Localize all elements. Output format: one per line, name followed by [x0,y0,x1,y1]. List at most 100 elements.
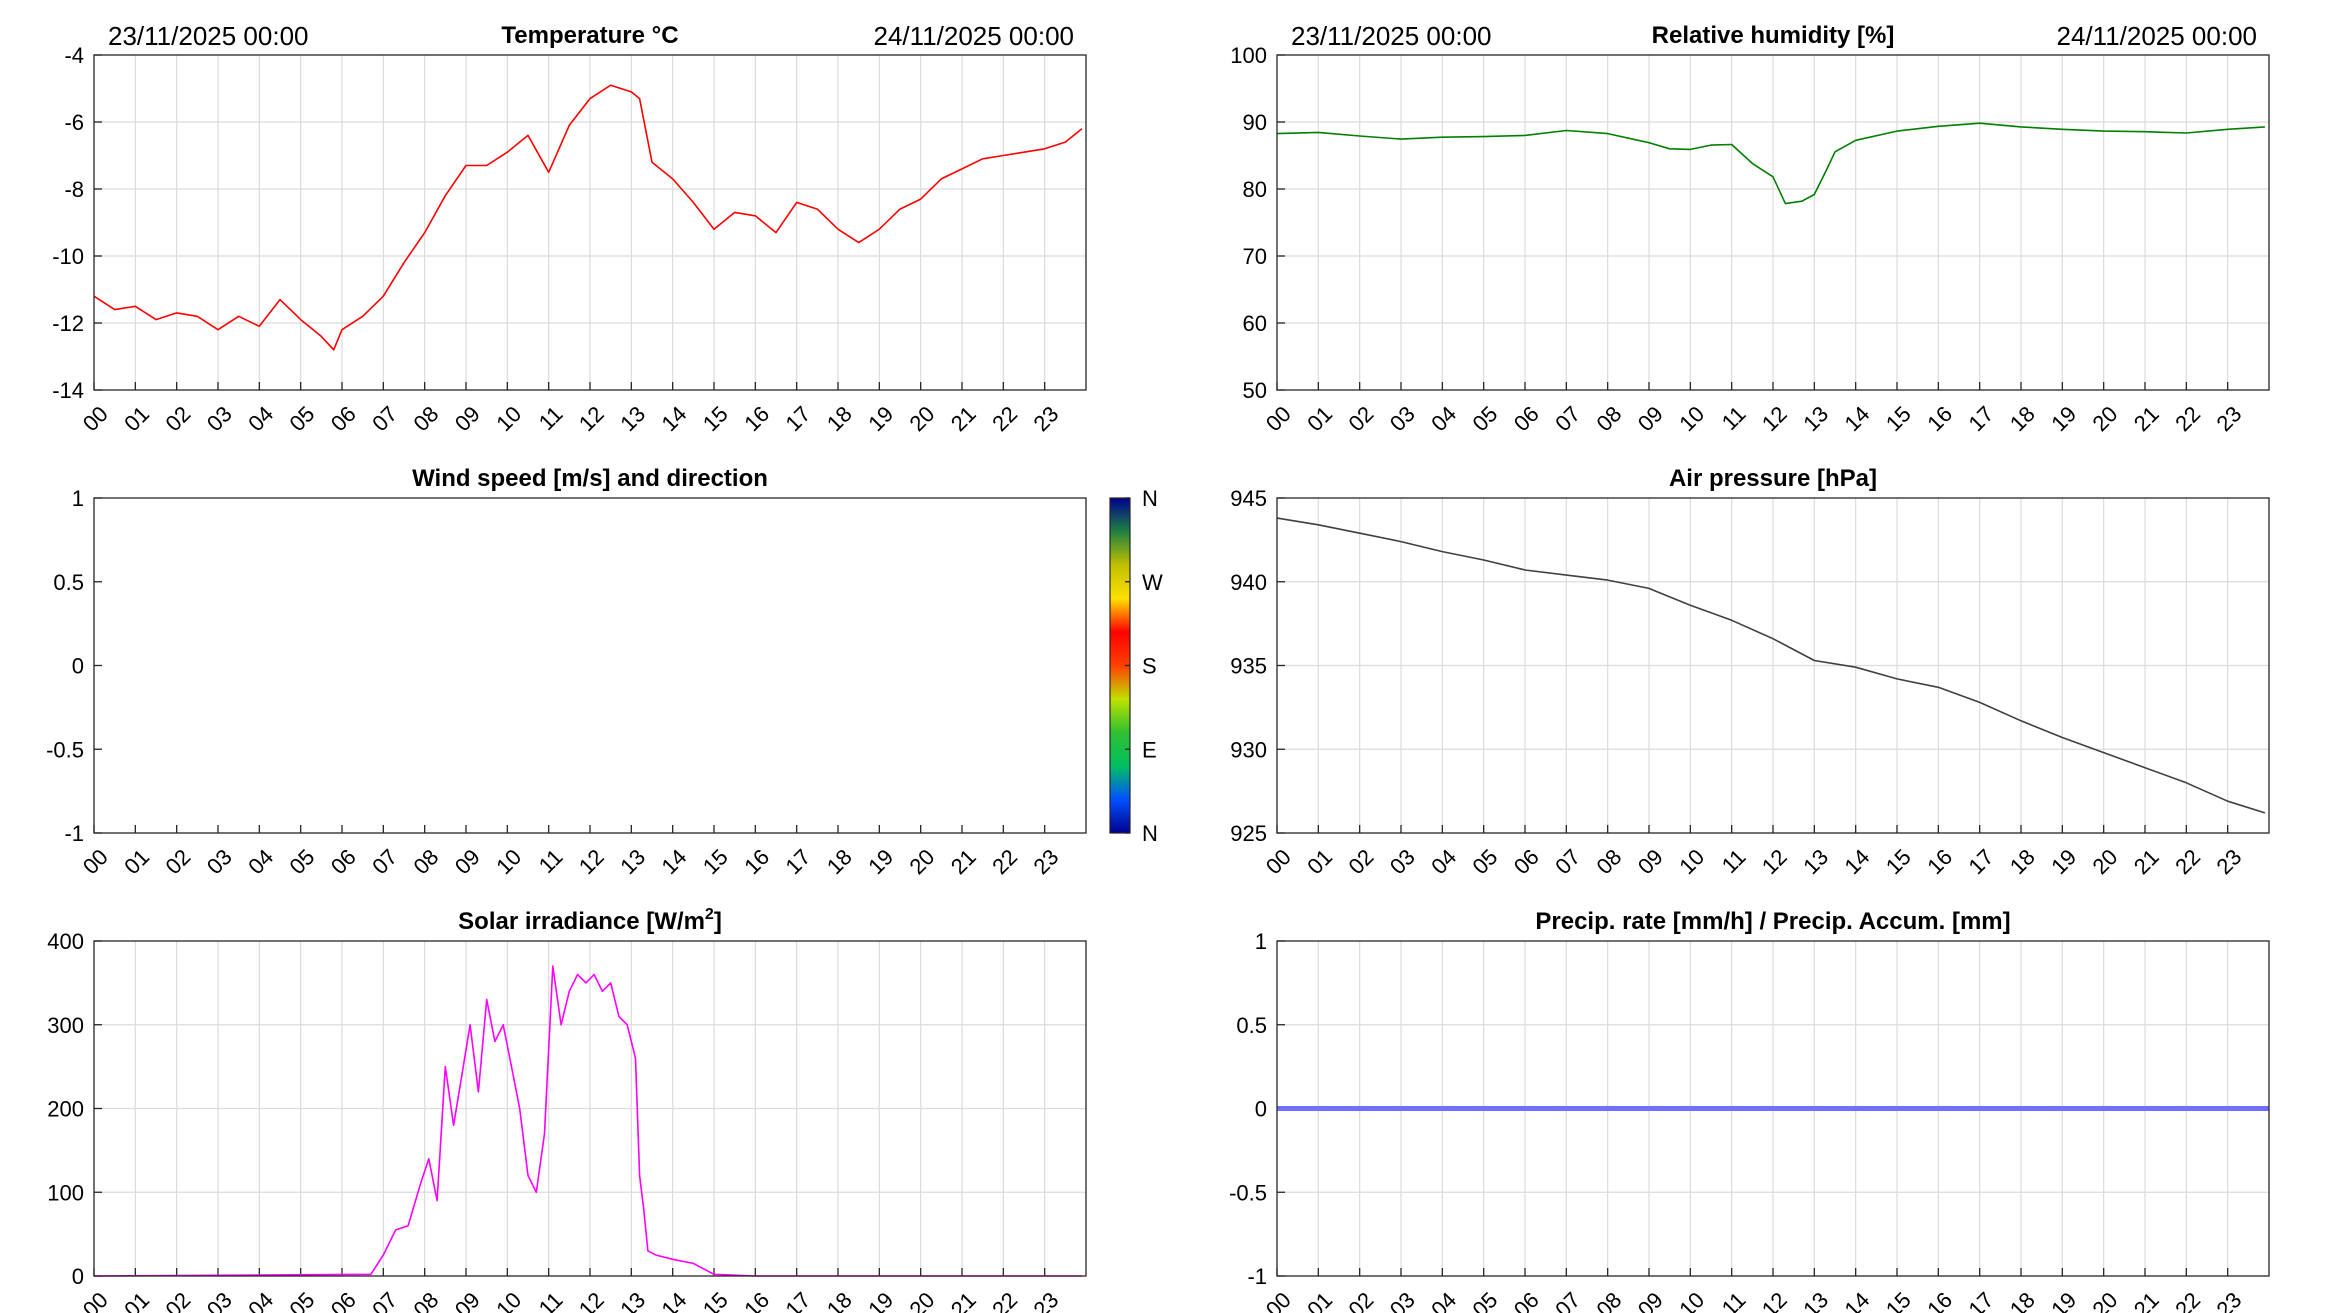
x-tick-label: 20 [905,844,940,879]
x-tick-label: 10 [491,844,526,879]
x-tick-label: 15 [698,1287,733,1313]
x-tick-label: 03 [1385,401,1420,436]
x-tick-label: 02 [1344,844,1379,879]
x-tick-label: 13 [615,401,650,436]
x-tick-label: 17 [781,401,816,436]
plot-frame [1276,497,2270,834]
x-tick-label: 18 [2005,844,2040,879]
x-tick-label: 16 [1922,401,1957,436]
x-tick-label: 09 [1633,1287,1668,1313]
y-tick-label: 0 [72,1264,84,1289]
x-tick-label: 17 [1964,1287,1999,1313]
x-tick-label: 22 [987,1287,1022,1313]
x-tick-label: 07 [367,1287,402,1313]
x-tick-label: 23 [2212,1287,2247,1313]
y-tick-label: 0 [1255,1097,1267,1122]
y-tick-label: -0.5 [46,737,84,762]
date-start-label: 23/11/2025 00:00 [1291,21,1491,51]
wind-panel: 00 01 02 03 04 05 06 07 08 09 10 11 12 13 14 15 16 17 18 19… [46,465,1163,879]
x-tick-label: 05 [1468,844,1503,879]
x-tick-label: 09 [450,401,485,436]
x-tick-label: 17 [1964,401,1999,436]
x-tick-label: 23 [2212,401,2247,436]
x-tick-label: 00 [1261,844,1296,879]
pressure-panel: 00 01 02 03 04 05 06 07 08 09 10 11 12 13 14 15 16 17 18 19… [1230,465,2270,879]
y-tick-label: 300 [47,1013,84,1038]
x-tick-label: 05 [1468,1287,1503,1313]
x-tick-label: 12 [574,401,609,436]
x-tick-label: 19 [2046,1287,2081,1313]
y-tick-label: -1 [1247,1264,1267,1289]
x-tick-label: 03 [202,1287,237,1313]
x-tick-label: 03 [1385,1287,1420,1313]
x-tick-label: 19 [863,1287,898,1313]
x-tick-label: 18 [822,844,857,879]
x-tick-label: 23 [1029,844,1064,879]
x-tick-label: 16 [1922,1287,1957,1313]
x-tick-label: 15 [698,844,733,879]
x-tick-label: 22 [987,401,1022,436]
x-tick-label: 05 [285,401,320,436]
x-tick-label: 19 [2046,401,2081,436]
chart-title: Temperature °C [501,22,678,49]
y-tick-label: 400 [47,929,84,954]
x-tick-label: 22 [2170,1287,2205,1313]
solar-series-line [93,965,1082,1277]
date-start-label: 23/11/2025 00:00 [108,21,308,51]
x-tick-label: 10 [491,1287,526,1313]
x-tick-label: 12 [1757,844,1792,879]
x-tick-label: 23 [1029,1287,1064,1313]
x-tick-label: 11 [1717,1287,1751,1313]
y-tick-label: -6 [64,110,84,135]
colorbar-label: W [1142,570,1163,595]
x-tick-label: 07 [1550,1287,1585,1313]
x-tick-label: 14 [657,1287,692,1313]
y-tick-label: -12 [52,311,84,336]
x-tick-label: 00 [78,1287,113,1313]
plot-frame [93,940,1087,1277]
x-tick-label: 02 [1344,401,1379,436]
y-tick-label: -0.5 [1229,1180,1267,1205]
x-tick-label: 17 [1964,844,1999,879]
x-tick-label: 08 [1592,1287,1627,1313]
x-tick-label: 21 [2129,844,2164,879]
x-tick-label: 23 [2212,844,2247,879]
x-tick-label: 21 [2129,1287,2164,1313]
x-tick-label: 04 [1426,1287,1461,1313]
x-tick-label: 03 [202,844,237,879]
temperature-panel: 00 01 02 03 04 05 06 07 08 09 10 11 12 13 14 15 16 17 18 19… [52,21,1087,436]
colorbar-label: E [1142,737,1157,762]
x-tick-label: 11 [534,1287,568,1313]
x-tick-label: 06 [326,844,361,879]
chart-title: Solar irradiance [W/m2] [458,906,722,935]
x-tick-label: 19 [863,401,898,436]
x-tick-label: 23 [1029,401,1064,436]
y-tick-label: 940 [1230,570,1267,595]
x-tick-label: 15 [698,401,733,436]
colorbar-label: N [1142,821,1158,846]
x-tick-label: 22 [987,844,1022,879]
x-tick-label: 21 [2129,401,2164,436]
x-tick-label: 04 [243,844,278,879]
x-tick-label: 00 [78,844,113,879]
x-tick-label: 20 [2088,1287,2123,1313]
x-tick-label: 20 [2088,401,2123,436]
x-tick-label: 16 [739,401,774,436]
x-tick-label: 10 [1674,1287,1709,1313]
chart-title: Relative humidity [%] [1652,22,1895,49]
chart-title: Precip. rate [mm/h] / Precip. Accum. [mm… [1535,908,2010,935]
x-tick-label: 08 [409,1287,444,1313]
x-tick-label: 06 [326,401,361,436]
x-tick-label: 11 [1717,844,1751,878]
x-tick-label: 09 [450,1287,485,1313]
x-tick-label: 18 [2005,1287,2040,1313]
x-tick-label: 12 [1757,1287,1792,1313]
date-end-label: 24/11/2025 00:00 [2057,21,2257,51]
temperature-series-line [93,84,1083,351]
y-tick-label: 100 [1230,43,1267,68]
precip-panel: 00 01 02 03 04 05 06 07 08 09 10 11 12 13 14 15 16 17 18 19… [1229,908,2270,1313]
x-tick-label: 10 [1674,401,1709,436]
x-tick-label: 01 [119,401,154,436]
x-tick-label: 16 [739,1287,774,1313]
y-tick-label: 1 [72,486,84,511]
